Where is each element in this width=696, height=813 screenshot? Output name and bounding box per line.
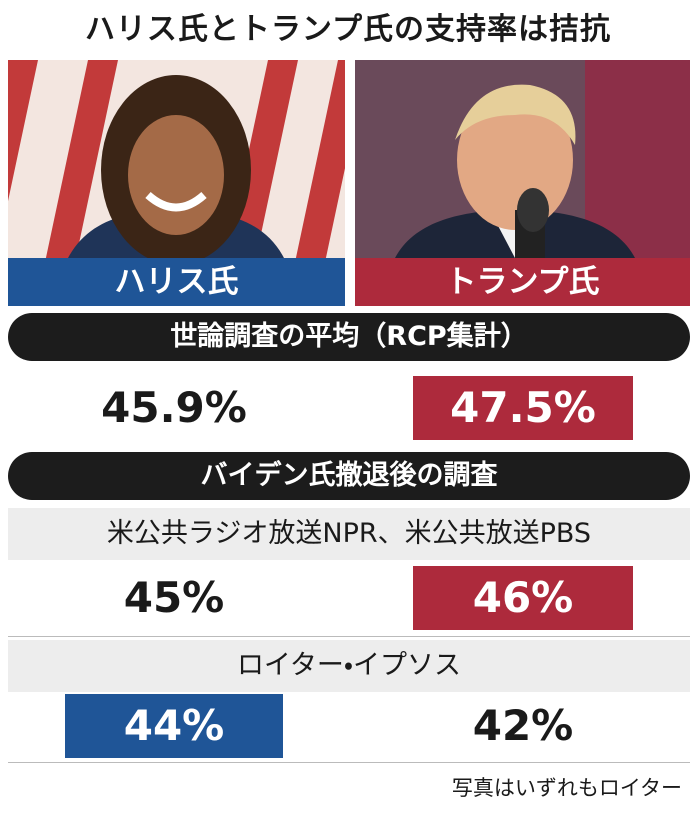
divider: [8, 636, 690, 637]
poll-value: 42%: [472, 701, 574, 750]
poll-value: 44%: [65, 694, 283, 758]
candidate-name: トランプ氏: [355, 258, 690, 306]
divider: [8, 762, 690, 763]
photo-trump: [355, 60, 690, 258]
candidate-name: ハリス氏: [8, 258, 345, 306]
section-heading: バイデン氏撤退後の調査: [8, 452, 690, 500]
poll-value: 47.5%: [413, 376, 633, 440]
poll-value: 45%: [123, 573, 225, 622]
poll-source: 米公共ラジオ放送NPR、米公共放送PBS: [8, 508, 690, 560]
photo-harris: [8, 60, 345, 258]
title: ハリス氏とトランプ氏の支持率は拮抗: [84, 12, 612, 47]
section-heading: 世論調査の平均（RCP集計）: [8, 313, 690, 361]
poll-value: 45.9%: [101, 383, 247, 432]
photo-credit: 写真はいずれもロイター: [451, 776, 682, 800]
poll-value: 46%: [413, 566, 633, 630]
poll-source: ロイター・イプソス: [8, 640, 690, 692]
